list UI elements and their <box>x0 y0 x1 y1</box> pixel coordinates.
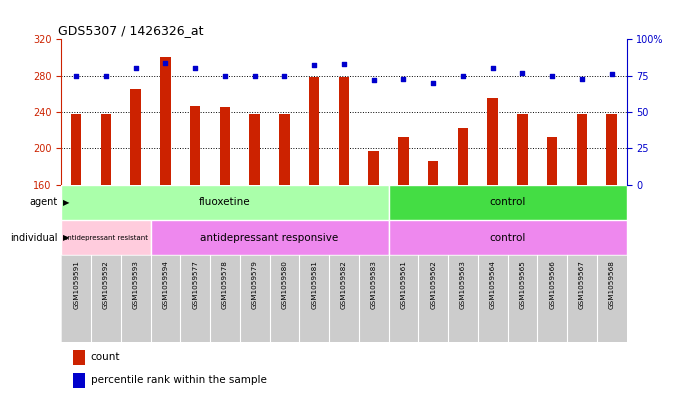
Bar <box>61 220 151 255</box>
Bar <box>389 220 627 255</box>
Bar <box>577 114 587 185</box>
Point <box>517 70 528 76</box>
Bar <box>71 114 81 185</box>
Text: GSM1059593: GSM1059593 <box>133 260 139 309</box>
Text: GDS5307 / 1426326_at: GDS5307 / 1426326_at <box>59 24 204 37</box>
Text: GSM1059580: GSM1059580 <box>281 260 287 309</box>
Bar <box>517 114 528 185</box>
Point <box>428 80 439 86</box>
Bar <box>131 89 141 185</box>
Bar <box>389 185 627 220</box>
Point <box>398 75 409 82</box>
Point <box>130 65 141 72</box>
Text: GSM1059568: GSM1059568 <box>609 260 615 309</box>
Point <box>547 72 558 79</box>
Point <box>101 72 112 79</box>
Text: GSM1059566: GSM1059566 <box>549 260 555 309</box>
Point <box>487 65 498 72</box>
Bar <box>458 129 468 185</box>
Bar <box>190 106 200 185</box>
Text: GSM1059594: GSM1059594 <box>162 260 168 309</box>
Text: antidepressant responsive: antidepressant responsive <box>200 233 338 243</box>
Point <box>368 77 379 83</box>
Bar <box>61 185 389 220</box>
Bar <box>428 161 439 185</box>
Text: GSM1059582: GSM1059582 <box>341 260 347 309</box>
Text: GSM1059592: GSM1059592 <box>103 260 109 309</box>
Text: GSM1059562: GSM1059562 <box>430 260 436 309</box>
Text: GSM1059564: GSM1059564 <box>490 260 496 309</box>
Text: GSM1059578: GSM1059578 <box>222 260 228 309</box>
Text: control: control <box>490 197 526 208</box>
Text: GSM1059577: GSM1059577 <box>192 260 198 309</box>
Text: GSM1059581: GSM1059581 <box>311 260 317 309</box>
Text: GSM1059579: GSM1059579 <box>252 260 257 309</box>
Bar <box>368 151 379 185</box>
Text: GSM1059583: GSM1059583 <box>370 260 377 309</box>
Bar <box>279 114 289 185</box>
Text: ▶: ▶ <box>63 233 69 242</box>
Bar <box>151 220 389 255</box>
Point <box>249 72 260 79</box>
Text: GSM1059563: GSM1059563 <box>460 260 466 309</box>
Bar <box>398 136 409 185</box>
Text: percentile rank within the sample: percentile rank within the sample <box>91 375 266 385</box>
Point <box>606 71 617 77</box>
Bar <box>73 373 85 388</box>
Text: individual: individual <box>10 233 58 243</box>
Point <box>190 65 201 72</box>
Bar <box>488 98 498 185</box>
Text: count: count <box>91 352 120 362</box>
Point <box>576 75 587 82</box>
Point <box>279 72 290 79</box>
Bar <box>547 138 557 185</box>
Bar <box>160 57 171 185</box>
Point <box>219 72 230 79</box>
Text: GSM1059591: GSM1059591 <box>73 260 79 309</box>
Bar <box>309 77 319 185</box>
Point <box>458 72 469 79</box>
Text: antidepressant resistant: antidepressant resistant <box>63 235 148 241</box>
Bar <box>249 114 260 185</box>
Text: fluoxetine: fluoxetine <box>199 197 251 208</box>
Bar <box>73 350 85 365</box>
Text: GSM1059561: GSM1059561 <box>400 260 407 309</box>
Text: GSM1059567: GSM1059567 <box>579 260 585 309</box>
Text: control: control <box>490 233 526 243</box>
Bar <box>338 77 349 185</box>
Bar <box>220 107 230 185</box>
Bar <box>101 114 111 185</box>
Point <box>308 62 319 69</box>
Point <box>71 72 82 79</box>
Text: agent: agent <box>30 197 58 208</box>
Point <box>338 61 349 67</box>
Text: ▶: ▶ <box>63 198 69 207</box>
Text: GSM1059565: GSM1059565 <box>520 260 526 309</box>
Bar <box>607 114 617 185</box>
Point <box>160 59 171 66</box>
